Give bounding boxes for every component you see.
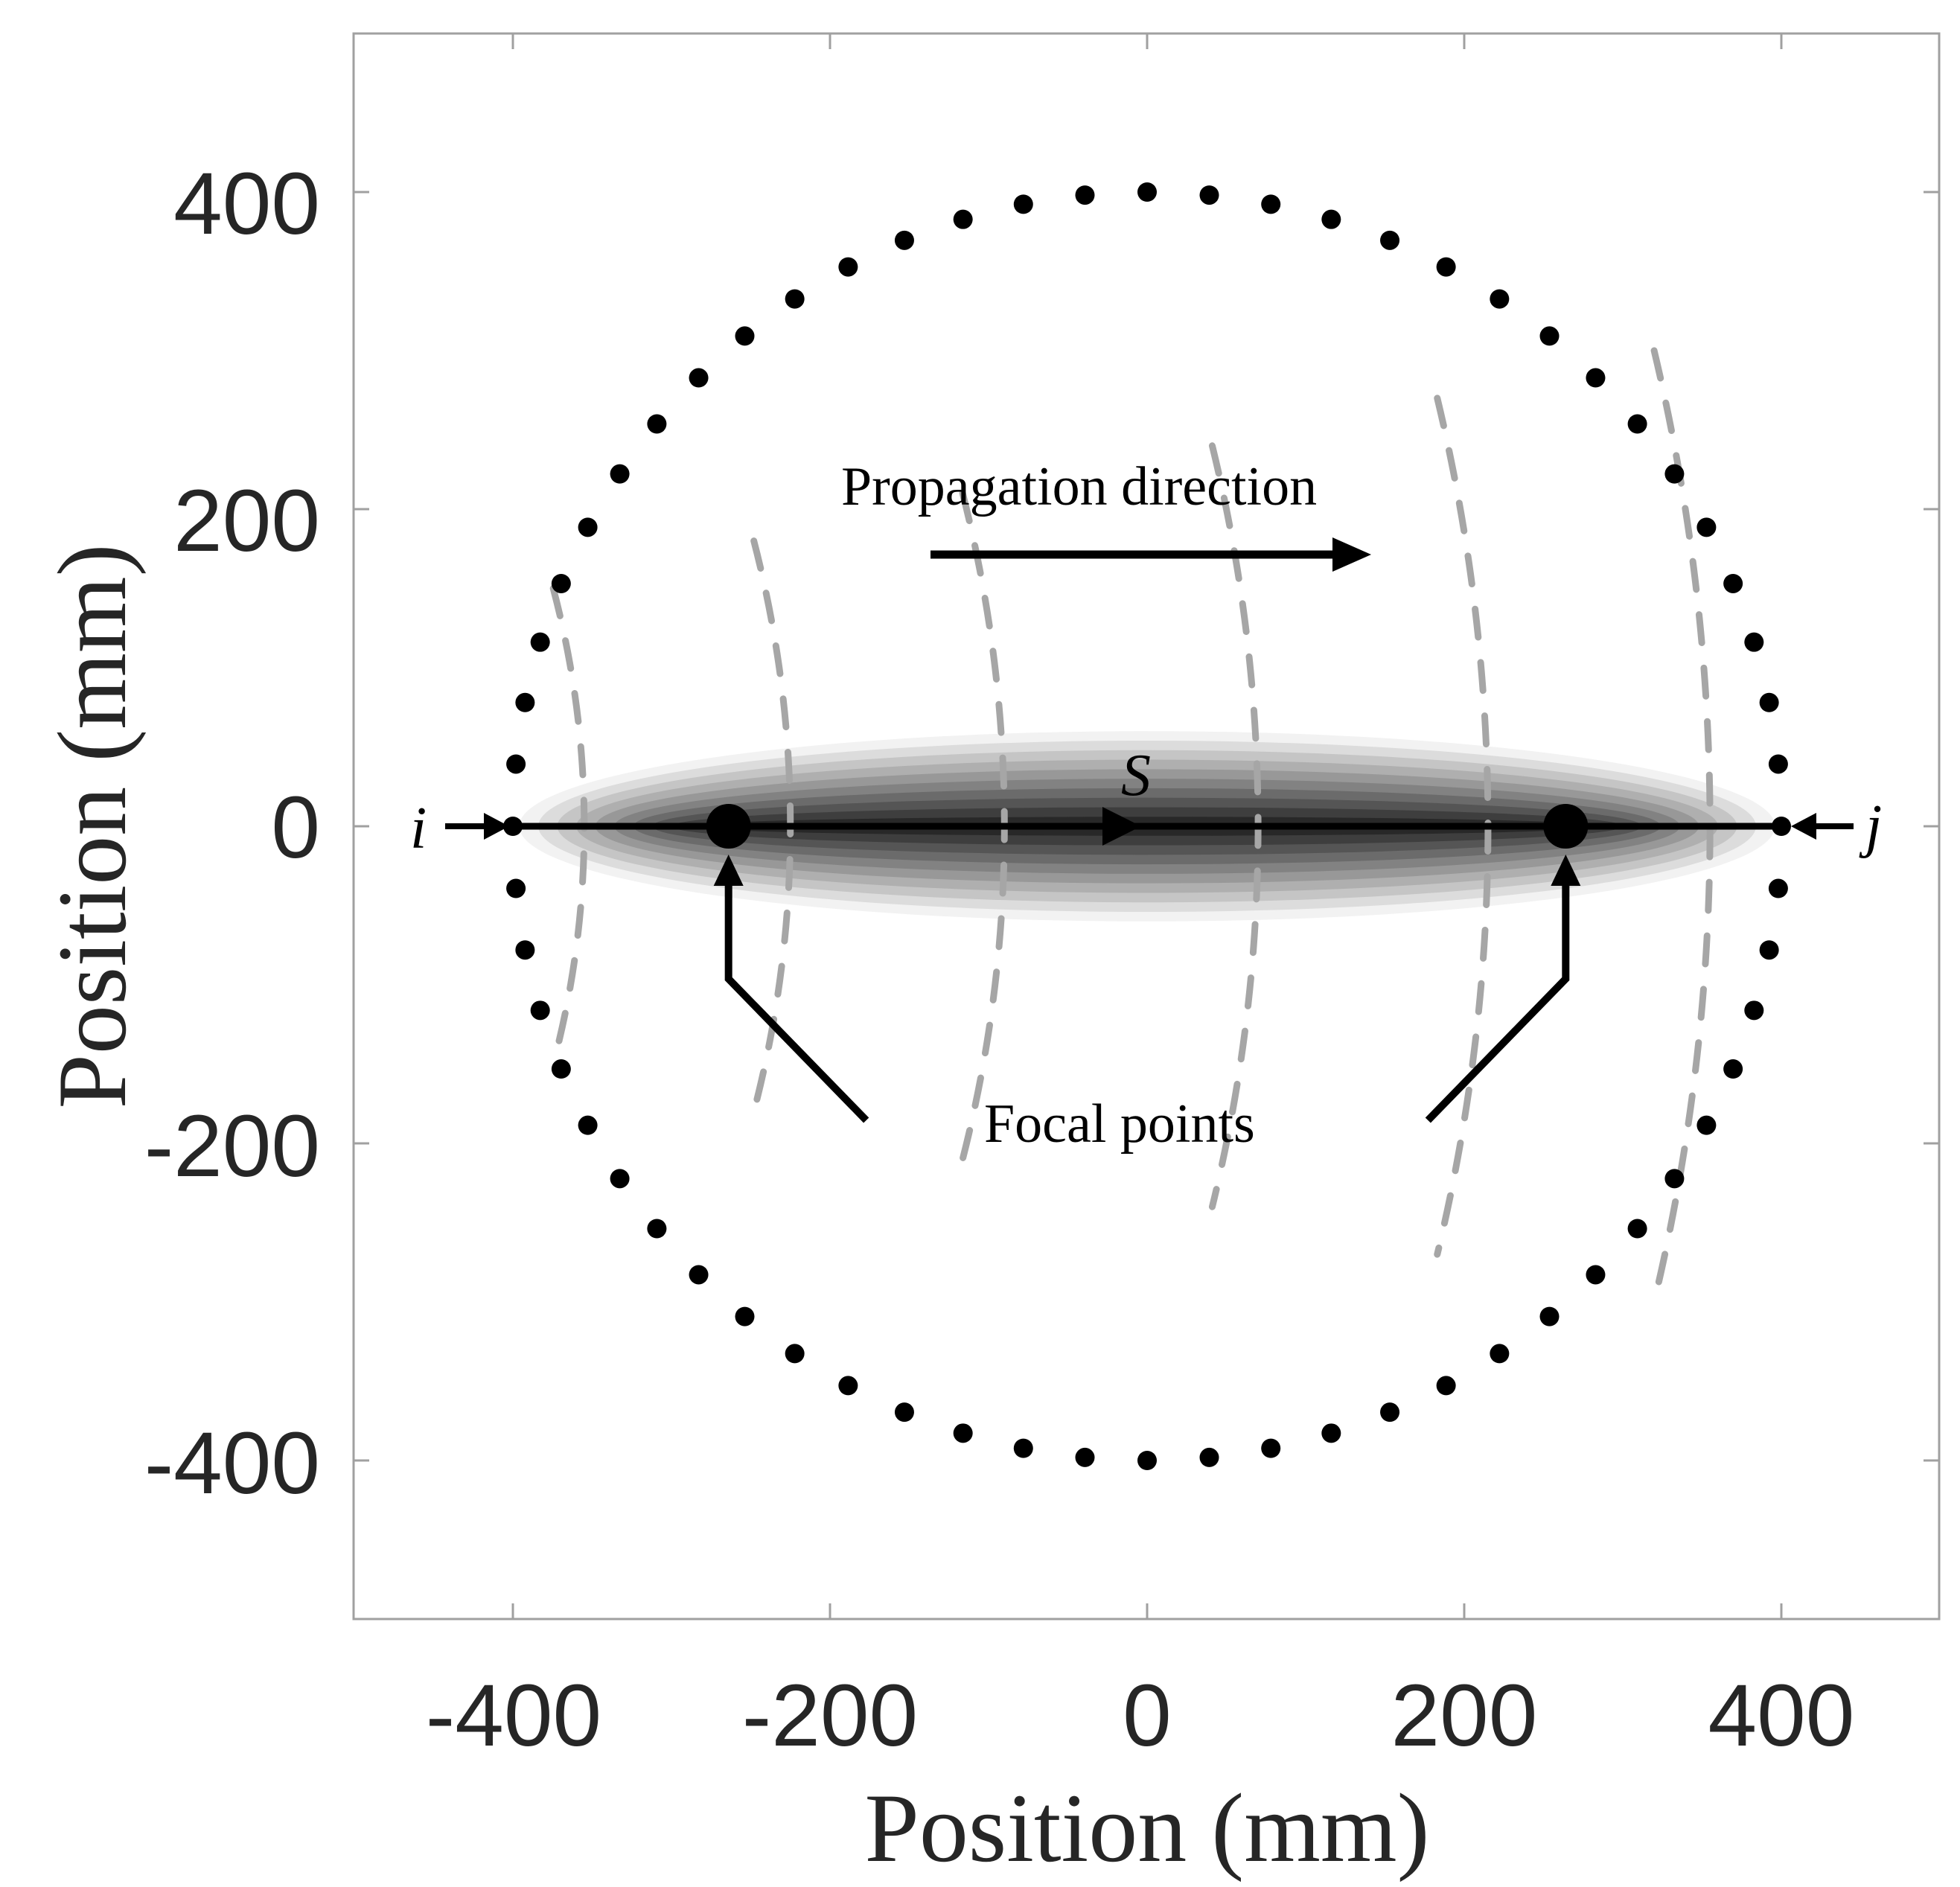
endpoint-i-label: i [410, 796, 427, 861]
endpoint-j-arrowhead [1791, 813, 1816, 840]
sensor-dot [1723, 1059, 1743, 1079]
sensor-dot [1744, 1000, 1764, 1021]
sensor-dot [735, 326, 755, 346]
y-axis-title: Position (mm) [37, 543, 147, 1108]
focal-point-marker [706, 804, 751, 849]
sensor-dot [953, 1423, 973, 1443]
sensor-dot [1013, 1438, 1033, 1458]
sensor-dot [1321, 1423, 1341, 1443]
sensor-dot [1490, 1344, 1510, 1364]
sensor-dot [1723, 573, 1743, 593]
x-tick-label: 200 [1391, 1667, 1538, 1765]
sensor-dot [689, 368, 709, 388]
y-tick-label: 0 [271, 779, 320, 877]
sensor-dot [1759, 940, 1779, 960]
sensor-dot [838, 1376, 858, 1396]
sensor-dot [1137, 182, 1157, 202]
sensor-dot [1539, 326, 1560, 346]
sensor-dot [610, 464, 630, 484]
sensor-dot [1321, 209, 1341, 229]
sensor-dot [1261, 1438, 1281, 1458]
sensor-dot [647, 414, 667, 434]
sensor-dot [515, 940, 535, 960]
sensor-ring [503, 182, 1791, 1470]
sensor-dot [1261, 194, 1281, 214]
sensor-dot [1490, 289, 1510, 309]
sensor-dot [578, 1115, 598, 1135]
sensor-dot [551, 1059, 571, 1079]
sensor-dot [1586, 368, 1606, 388]
endpoint-i-arrowhead [484, 813, 509, 840]
sensor-dot [1075, 1447, 1095, 1467]
sensor-dot [1768, 878, 1788, 898]
sensor-dot [838, 257, 858, 277]
sensor-dot [785, 1344, 805, 1364]
sensor-dot [1696, 1115, 1717, 1135]
sensor-dot [551, 573, 571, 593]
focal-point-marker [1543, 804, 1589, 849]
sensor-dot [1759, 692, 1779, 712]
propagation-arrowhead [1332, 537, 1371, 572]
y-tick-label: 400 [173, 155, 320, 253]
x-tick-label: -200 [742, 1667, 918, 1765]
sensor-dot [530, 1000, 550, 1021]
propagation-label: Propagation direction [841, 456, 1317, 517]
sensor-dot [735, 1306, 755, 1326]
axis-ticks [354, 33, 1939, 1619]
sensor-dot [1380, 1402, 1400, 1423]
focal-pointer-line [724, 883, 869, 1123]
sensor-dot [1586, 1265, 1606, 1285]
sensor-dot [1664, 1169, 1685, 1189]
sensor-dot [894, 1402, 914, 1423]
sensor-dot [953, 209, 973, 229]
sensor-dot [1696, 517, 1717, 537]
x-tick-label: -400 [426, 1667, 601, 1765]
sensor-dot [1744, 632, 1764, 652]
sensor-dot [578, 517, 598, 537]
sensor-dot [506, 878, 526, 898]
sensor-dot [1199, 1447, 1219, 1467]
sensor-dot [1075, 185, 1095, 205]
ray-label: S [1121, 743, 1151, 808]
y-tick-label: 200 [173, 472, 320, 570]
x-tick-label: 400 [1708, 1667, 1855, 1765]
propagation-arrow-group [930, 537, 1371, 572]
sensor-dot [506, 754, 526, 774]
sensor-dot [515, 692, 535, 712]
y-tick-label: -400 [144, 1414, 320, 1513]
x-tick-label: 0 [1123, 1667, 1172, 1765]
sensor-dot [1436, 257, 1456, 277]
sensor-dot [785, 289, 805, 309]
y-tick-label: -200 [144, 1097, 320, 1195]
sensor-dot [1664, 464, 1685, 484]
focal-pointer-line [1425, 883, 1570, 1123]
focal-points-label: Focal points [984, 1093, 1255, 1155]
sensor-dot [610, 1169, 630, 1189]
x-axis-title: Position (mm) [864, 1773, 1429, 1883]
sensor-dot [530, 632, 550, 652]
sensor-dot [1539, 1306, 1560, 1326]
sensor-dot [1436, 1376, 1456, 1396]
sensor-dot [1199, 185, 1219, 205]
sensor-dot [1768, 754, 1788, 774]
sensor-dot [1013, 194, 1033, 214]
focal-pointer-arrowhead [713, 855, 744, 886]
sensor-dot [1380, 230, 1400, 250]
sensor-dot [1137, 1451, 1157, 1470]
ray-arrowhead [1102, 807, 1141, 846]
sensor-dot [689, 1265, 709, 1285]
sensor-dot [1627, 414, 1647, 434]
sensor-dot [647, 1219, 667, 1239]
sensor-dot [1627, 1219, 1647, 1239]
focal-points-group [706, 804, 1589, 1123]
sensor-dot [894, 230, 914, 250]
focal-pointer-arrowhead [1551, 855, 1581, 886]
